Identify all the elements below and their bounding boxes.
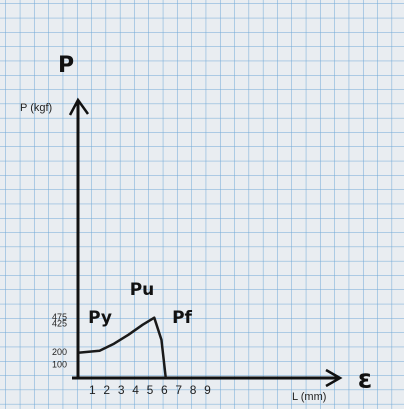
y-axis-label: P (kgf) bbox=[20, 102, 52, 114]
x-tick-label: 4 bbox=[132, 383, 139, 397]
x-tick-label: 3 bbox=[118, 383, 125, 397]
annotation: Py bbox=[88, 308, 112, 328]
x-tick-label: 7 bbox=[175, 383, 182, 397]
x-tick-label: 9 bbox=[204, 383, 211, 397]
x-tick-label: 1 bbox=[89, 383, 96, 397]
x-tick-label: 2 bbox=[103, 383, 110, 397]
y-symbol: P bbox=[58, 53, 74, 78]
y-tick-label: 100 bbox=[52, 360, 67, 370]
y-tick-label: 475 bbox=[52, 312, 67, 322]
x-tick-label: 8 bbox=[190, 383, 197, 397]
x-symbol: ε bbox=[358, 365, 372, 395]
annotation: Pu bbox=[130, 280, 155, 300]
y-tick-label: 200 bbox=[52, 347, 67, 357]
x-axis-label: L (mm) bbox=[292, 391, 326, 403]
x-tick-label: 6 bbox=[161, 383, 168, 397]
x-tick-label: 5 bbox=[147, 383, 154, 397]
page: P ε P (kgf) L (mm) Py Pu Pf 123456789 100… bbox=[0, 0, 404, 409]
annotation: Pf bbox=[172, 308, 192, 328]
chart: P ε P (kgf) L (mm) Py Pu Pf 123456789 100… bbox=[0, 0, 404, 409]
